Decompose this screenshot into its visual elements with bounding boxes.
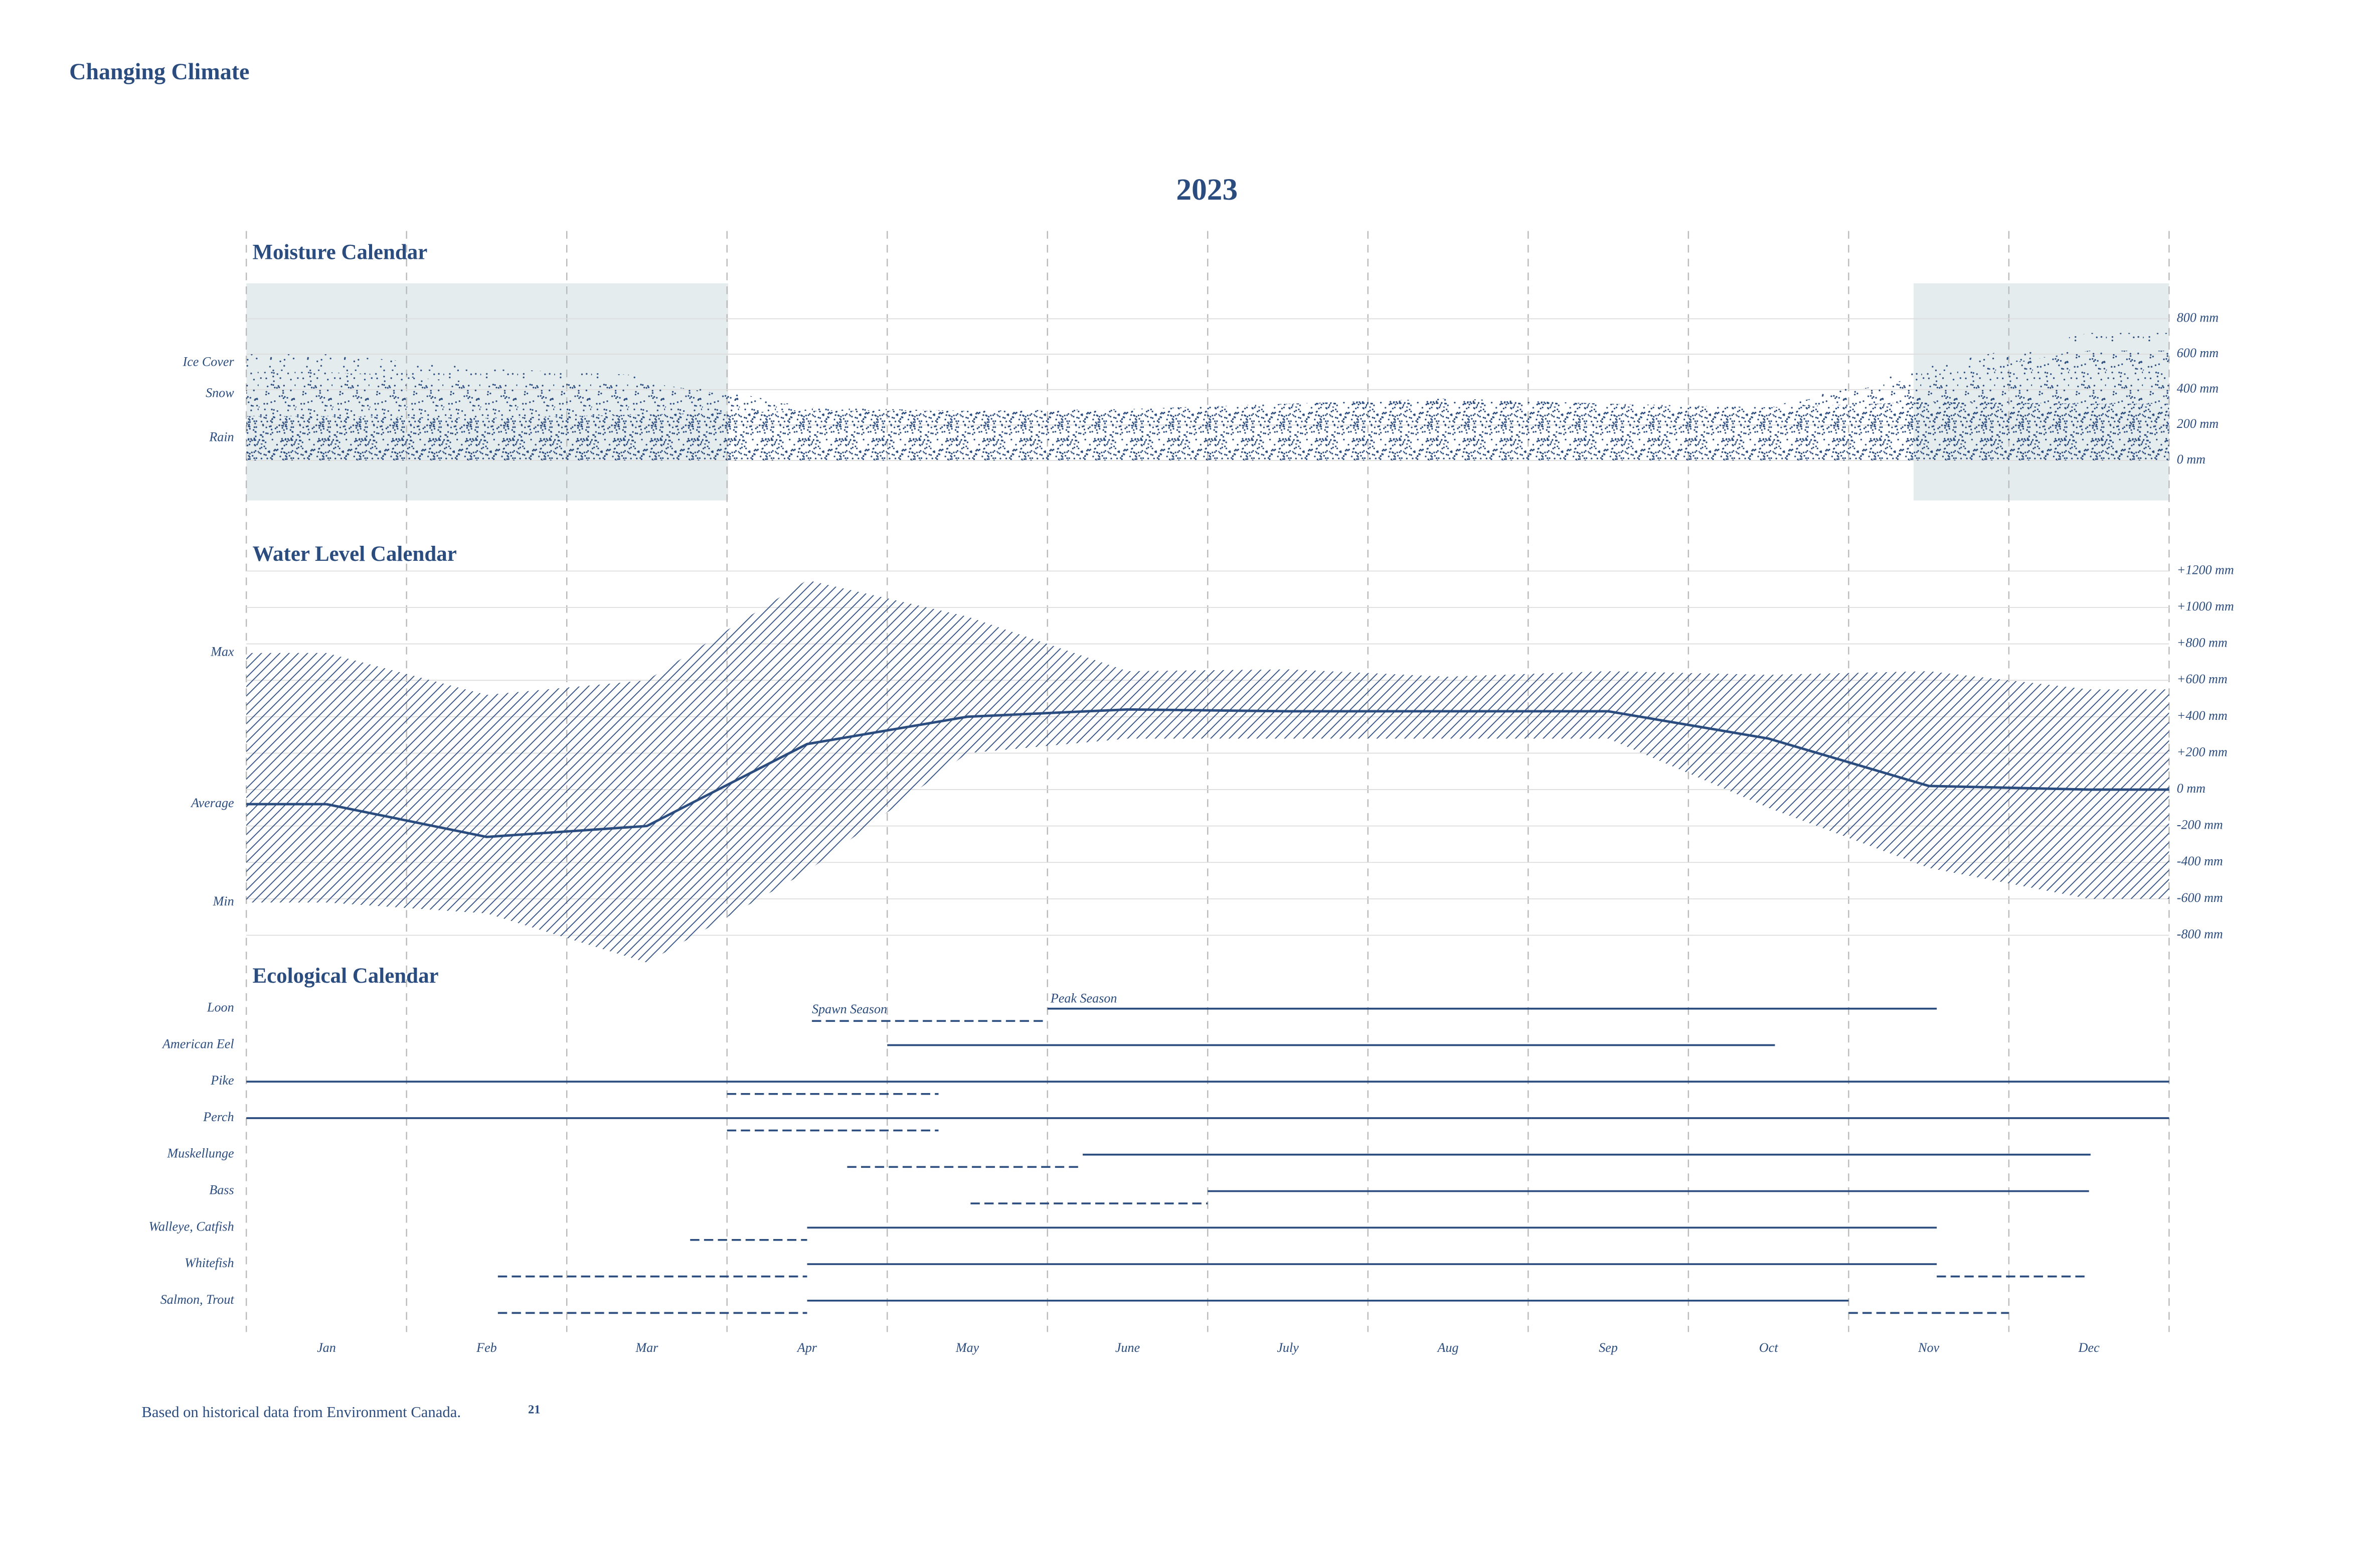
area-edge <box>246 354 326 372</box>
year-title: 2023 <box>1176 173 1238 207</box>
series-label: Snow <box>206 385 234 400</box>
chart-title: Moisture Calendar <box>252 240 427 264</box>
y-tick-label: -800 mm <box>2177 927 2223 941</box>
row-label: Perch <box>203 1110 234 1124</box>
area-edge <box>2089 333 2169 351</box>
row-label: American Eel <box>161 1036 234 1051</box>
y-tick-label: -400 mm <box>2177 854 2223 868</box>
x-tick-label: Oct <box>1759 1340 1778 1355</box>
row-label: Loon <box>207 1000 234 1015</box>
series-label: Ice Cover <box>183 355 235 369</box>
line <box>326 708 2089 838</box>
chart-title: Water Level Calendar <box>252 542 456 566</box>
area-edge <box>2089 403 2169 460</box>
row-label: Muskellunge <box>166 1146 234 1161</box>
footnote: Based on historical data from Environmen… <box>141 1404 461 1421</box>
series-label: Max <box>210 645 234 659</box>
band-edge <box>246 653 326 903</box>
x-tick-label: Aug <box>1437 1340 1459 1355</box>
area <box>326 351 2089 418</box>
area-edge <box>246 416 326 460</box>
row-label: Bass <box>209 1183 234 1197</box>
y-tick-label: +200 mm <box>2177 744 2228 759</box>
x-tick-label: Feb <box>476 1340 497 1355</box>
y-tick-label: 800 mm <box>2177 310 2219 325</box>
area-edge <box>2089 351 2169 404</box>
range-band <box>326 580 2089 963</box>
x-tick-label: Apr <box>796 1340 817 1355</box>
y-tick-label: +400 mm <box>2177 708 2228 723</box>
x-tick-label: Mar <box>635 1340 659 1355</box>
x-tick-label: Nov <box>1918 1340 1939 1355</box>
row-label: Salmon, Trout <box>160 1292 235 1307</box>
chart-title: Ecological Calendar <box>252 964 438 988</box>
band-edge <box>2089 689 2169 899</box>
y-tick-label: +1000 mm <box>2177 599 2234 613</box>
x-tick-label: Sep <box>1599 1340 1618 1355</box>
annotation: Peak Season <box>1050 991 1117 1005</box>
row-label: Walleye, Catfish <box>149 1219 234 1234</box>
series-label: Average <box>190 796 234 810</box>
row-label: Whitefish <box>185 1256 234 1270</box>
y-tick-label: 400 mm <box>2177 381 2219 396</box>
x-tick-label: May <box>955 1340 979 1355</box>
annotation: Spawn Season <box>812 1002 887 1016</box>
x-tick-label: July <box>1277 1340 1299 1355</box>
y-tick-label: 200 mm <box>2177 416 2219 431</box>
y-tick-label: 600 mm <box>2177 346 2219 360</box>
y-tick-label: +600 mm <box>2177 672 2228 686</box>
x-tick-label: Dec <box>2078 1340 2100 1355</box>
y-tick-label: -200 mm <box>2177 818 2223 832</box>
page-title: Changing Climate <box>69 59 249 84</box>
x-tick-label: Jan <box>317 1340 336 1355</box>
area <box>326 398 2089 460</box>
page-number: 21 <box>528 1403 541 1417</box>
y-tick-label: +1200 mm <box>2177 562 2234 577</box>
row-label: Pike <box>210 1073 234 1088</box>
y-tick-label: 0 mm <box>2177 781 2205 796</box>
y-tick-label: -600 mm <box>2177 890 2223 905</box>
area-edge <box>246 372 326 416</box>
series-label: Min <box>213 894 234 908</box>
y-tick-label: +800 mm <box>2177 636 2228 650</box>
x-tick-label: June <box>1115 1340 1140 1355</box>
series-label: Rain <box>209 430 234 444</box>
y-tick-label: 0 mm <box>2177 452 2205 467</box>
line-edge <box>246 788 2169 806</box>
